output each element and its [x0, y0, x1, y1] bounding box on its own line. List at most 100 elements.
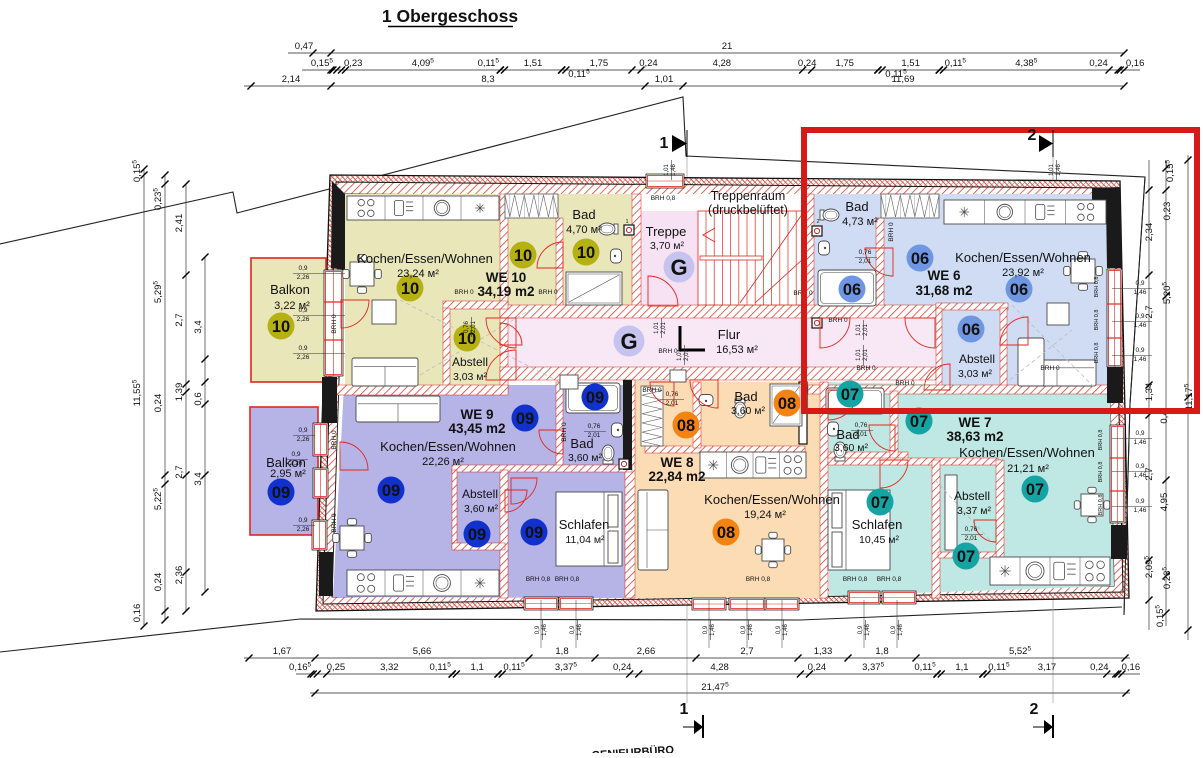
svg-text:1,46: 1,46: [1056, 164, 1062, 176]
svg-text:3,4: 3,4: [193, 472, 204, 485]
svg-text:16,53 м²: 16,53 м²: [716, 344, 758, 356]
svg-text:0,9: 0,9: [298, 345, 307, 352]
svg-text:06: 06: [962, 321, 980, 339]
svg-text:5,525: 5,525: [1009, 646, 1032, 658]
svg-text:1,8: 1,8: [555, 646, 568, 657]
svg-text:BRH 0: BRH 0: [331, 430, 338, 450]
svg-text:BRH 0,8: BRH 0,8: [1098, 462, 1104, 483]
svg-text:Abstell: Abstell: [462, 487, 498, 501]
svg-text:07: 07: [957, 548, 975, 566]
svg-text:1,46: 1,46: [898, 624, 904, 636]
svg-text:4,095: 4,095: [412, 58, 435, 70]
svg-text:2,01: 2,01: [471, 321, 477, 333]
svg-text:0,9: 0,9: [298, 307, 307, 314]
svg-text:0,9: 0,9: [741, 625, 747, 634]
svg-text:WE 9: WE 9: [460, 407, 493, 422]
svg-text:BRH 0,8: BRH 0,8: [1098, 430, 1104, 451]
svg-text:0,155: 0,155: [132, 160, 144, 183]
svg-text:1,39: 1,39: [174, 383, 185, 402]
svg-text:1,46: 1,46: [1134, 322, 1147, 329]
svg-text:1,67: 1,67: [273, 646, 292, 657]
svg-text:08: 08: [778, 395, 796, 413]
svg-text:0,9: 0,9: [535, 625, 541, 634]
svg-text:1,46: 1,46: [1134, 356, 1147, 363]
svg-text:5,295: 5,295: [153, 281, 165, 304]
svg-text:1,01: 1,01: [664, 164, 670, 176]
svg-text:Bad: Bad: [734, 389, 757, 404]
svg-text:2,7: 2,7: [1144, 305, 1155, 318]
svg-text:8,3: 8,3: [481, 74, 494, 85]
svg-text:11,175: 11,175: [1184, 383, 1196, 410]
svg-text:0,24: 0,24: [1089, 58, 1108, 69]
svg-text:Flur: Flur: [718, 327, 741, 342]
svg-text:BRH 0,8: BRH 0,8: [526, 576, 551, 583]
svg-text:0,23: 0,23: [1162, 202, 1173, 221]
svg-text:0,9: 0,9: [703, 625, 709, 634]
svg-text:1,46: 1,46: [671, 164, 677, 176]
svg-text:1,46: 1,46: [783, 624, 789, 636]
svg-text:07: 07: [910, 413, 928, 431]
svg-text:4,73 м²: 4,73 м²: [842, 216, 878, 228]
svg-text:1,46: 1,46: [1134, 507, 1147, 514]
svg-text:23,92 м²: 23,92 м²: [1002, 267, 1044, 279]
svg-text:G: G: [670, 255, 687, 280]
svg-text:3,60 м²: 3,60 м²: [834, 442, 869, 454]
svg-text:21,475: 21,475: [701, 682, 729, 694]
svg-text:BRH 0,8: BRH 0,8: [746, 576, 771, 583]
svg-text:2,01: 2,01: [661, 322, 667, 334]
svg-text:0,76: 0,76: [859, 249, 872, 256]
svg-text:2,01: 2,01: [855, 431, 868, 438]
svg-text:1,46: 1,46: [1134, 472, 1147, 479]
svg-text:1,33: 1,33: [814, 646, 833, 657]
svg-text:BRH 0: BRH 0: [888, 222, 895, 242]
svg-text:3,03 м²: 3,03 м²: [453, 371, 488, 383]
svg-text:2,01: 2,01: [863, 349, 869, 361]
svg-text:0,76: 0,76: [666, 391, 679, 398]
svg-text:2,14: 2,14: [282, 74, 301, 85]
svg-text:2,7: 2,7: [740, 646, 753, 657]
svg-text:0,16: 0,16: [1126, 58, 1145, 69]
svg-text:3,22 м²: 3,22 м²: [274, 300, 310, 312]
svg-text:Bad: Bad: [845, 199, 868, 214]
svg-text:10: 10: [401, 280, 419, 298]
svg-text:0,4: 0,4: [1159, 410, 1170, 423]
svg-text:0,9: 0,9: [570, 625, 576, 634]
svg-text:0,6: 0,6: [193, 392, 204, 405]
svg-text:3,17: 3,17: [1038, 662, 1057, 673]
svg-text:0,9: 0,9: [858, 625, 864, 634]
svg-text:21: 21: [722, 41, 733, 52]
svg-text:0,24: 0,24: [153, 394, 164, 413]
svg-text:BRH 0,8: BRH 0,8: [843, 576, 868, 583]
svg-text:0,9: 0,9: [1135, 313, 1144, 320]
svg-text:BRH 0: BRH 0: [895, 380, 915, 387]
svg-text:0,9: 0,9: [291, 451, 300, 458]
svg-text:4,70 м²: 4,70 м²: [566, 224, 602, 236]
svg-text:0,115: 0,115: [503, 662, 525, 674]
svg-text:10: 10: [514, 247, 532, 265]
svg-text:1,51: 1,51: [524, 58, 543, 69]
svg-text:2,26: 2,26: [290, 460, 303, 467]
svg-text:1: 1: [680, 701, 689, 718]
svg-text:0,76: 0,76: [965, 526, 978, 533]
svg-text:1: 1: [660, 135, 669, 152]
svg-text:0,115: 0,115: [568, 69, 590, 81]
svg-text:1,46: 1,46: [710, 624, 716, 636]
svg-text:0,115: 0,115: [429, 662, 451, 674]
svg-text:0,24: 0,24: [153, 573, 164, 592]
svg-text:0,9: 0,9: [1135, 347, 1144, 354]
svg-text:2,66: 2,66: [637, 646, 656, 657]
svg-text:0,9: 0,9: [1135, 280, 1144, 287]
svg-text:0,24: 0,24: [639, 58, 658, 69]
svg-text:3,60 м²: 3,60 м²: [568, 452, 603, 464]
svg-text:2: 2: [1028, 127, 1037, 144]
svg-text:07: 07: [841, 386, 859, 404]
svg-text:09: 09: [468, 526, 486, 544]
svg-text:10: 10: [577, 244, 595, 262]
svg-text:2,095: 2,095: [1144, 556, 1156, 579]
svg-text:0,235: 0,235: [1162, 567, 1174, 590]
svg-text:2,7: 2,7: [174, 465, 185, 478]
svg-text:4,28: 4,28: [713, 58, 732, 69]
svg-text:1,01: 1,01: [1049, 164, 1055, 176]
svg-text:Kochen/Essen/Wohnen: Kochen/Essen/Wohnen: [704, 492, 840, 507]
svg-text:1,01: 1,01: [856, 324, 862, 336]
